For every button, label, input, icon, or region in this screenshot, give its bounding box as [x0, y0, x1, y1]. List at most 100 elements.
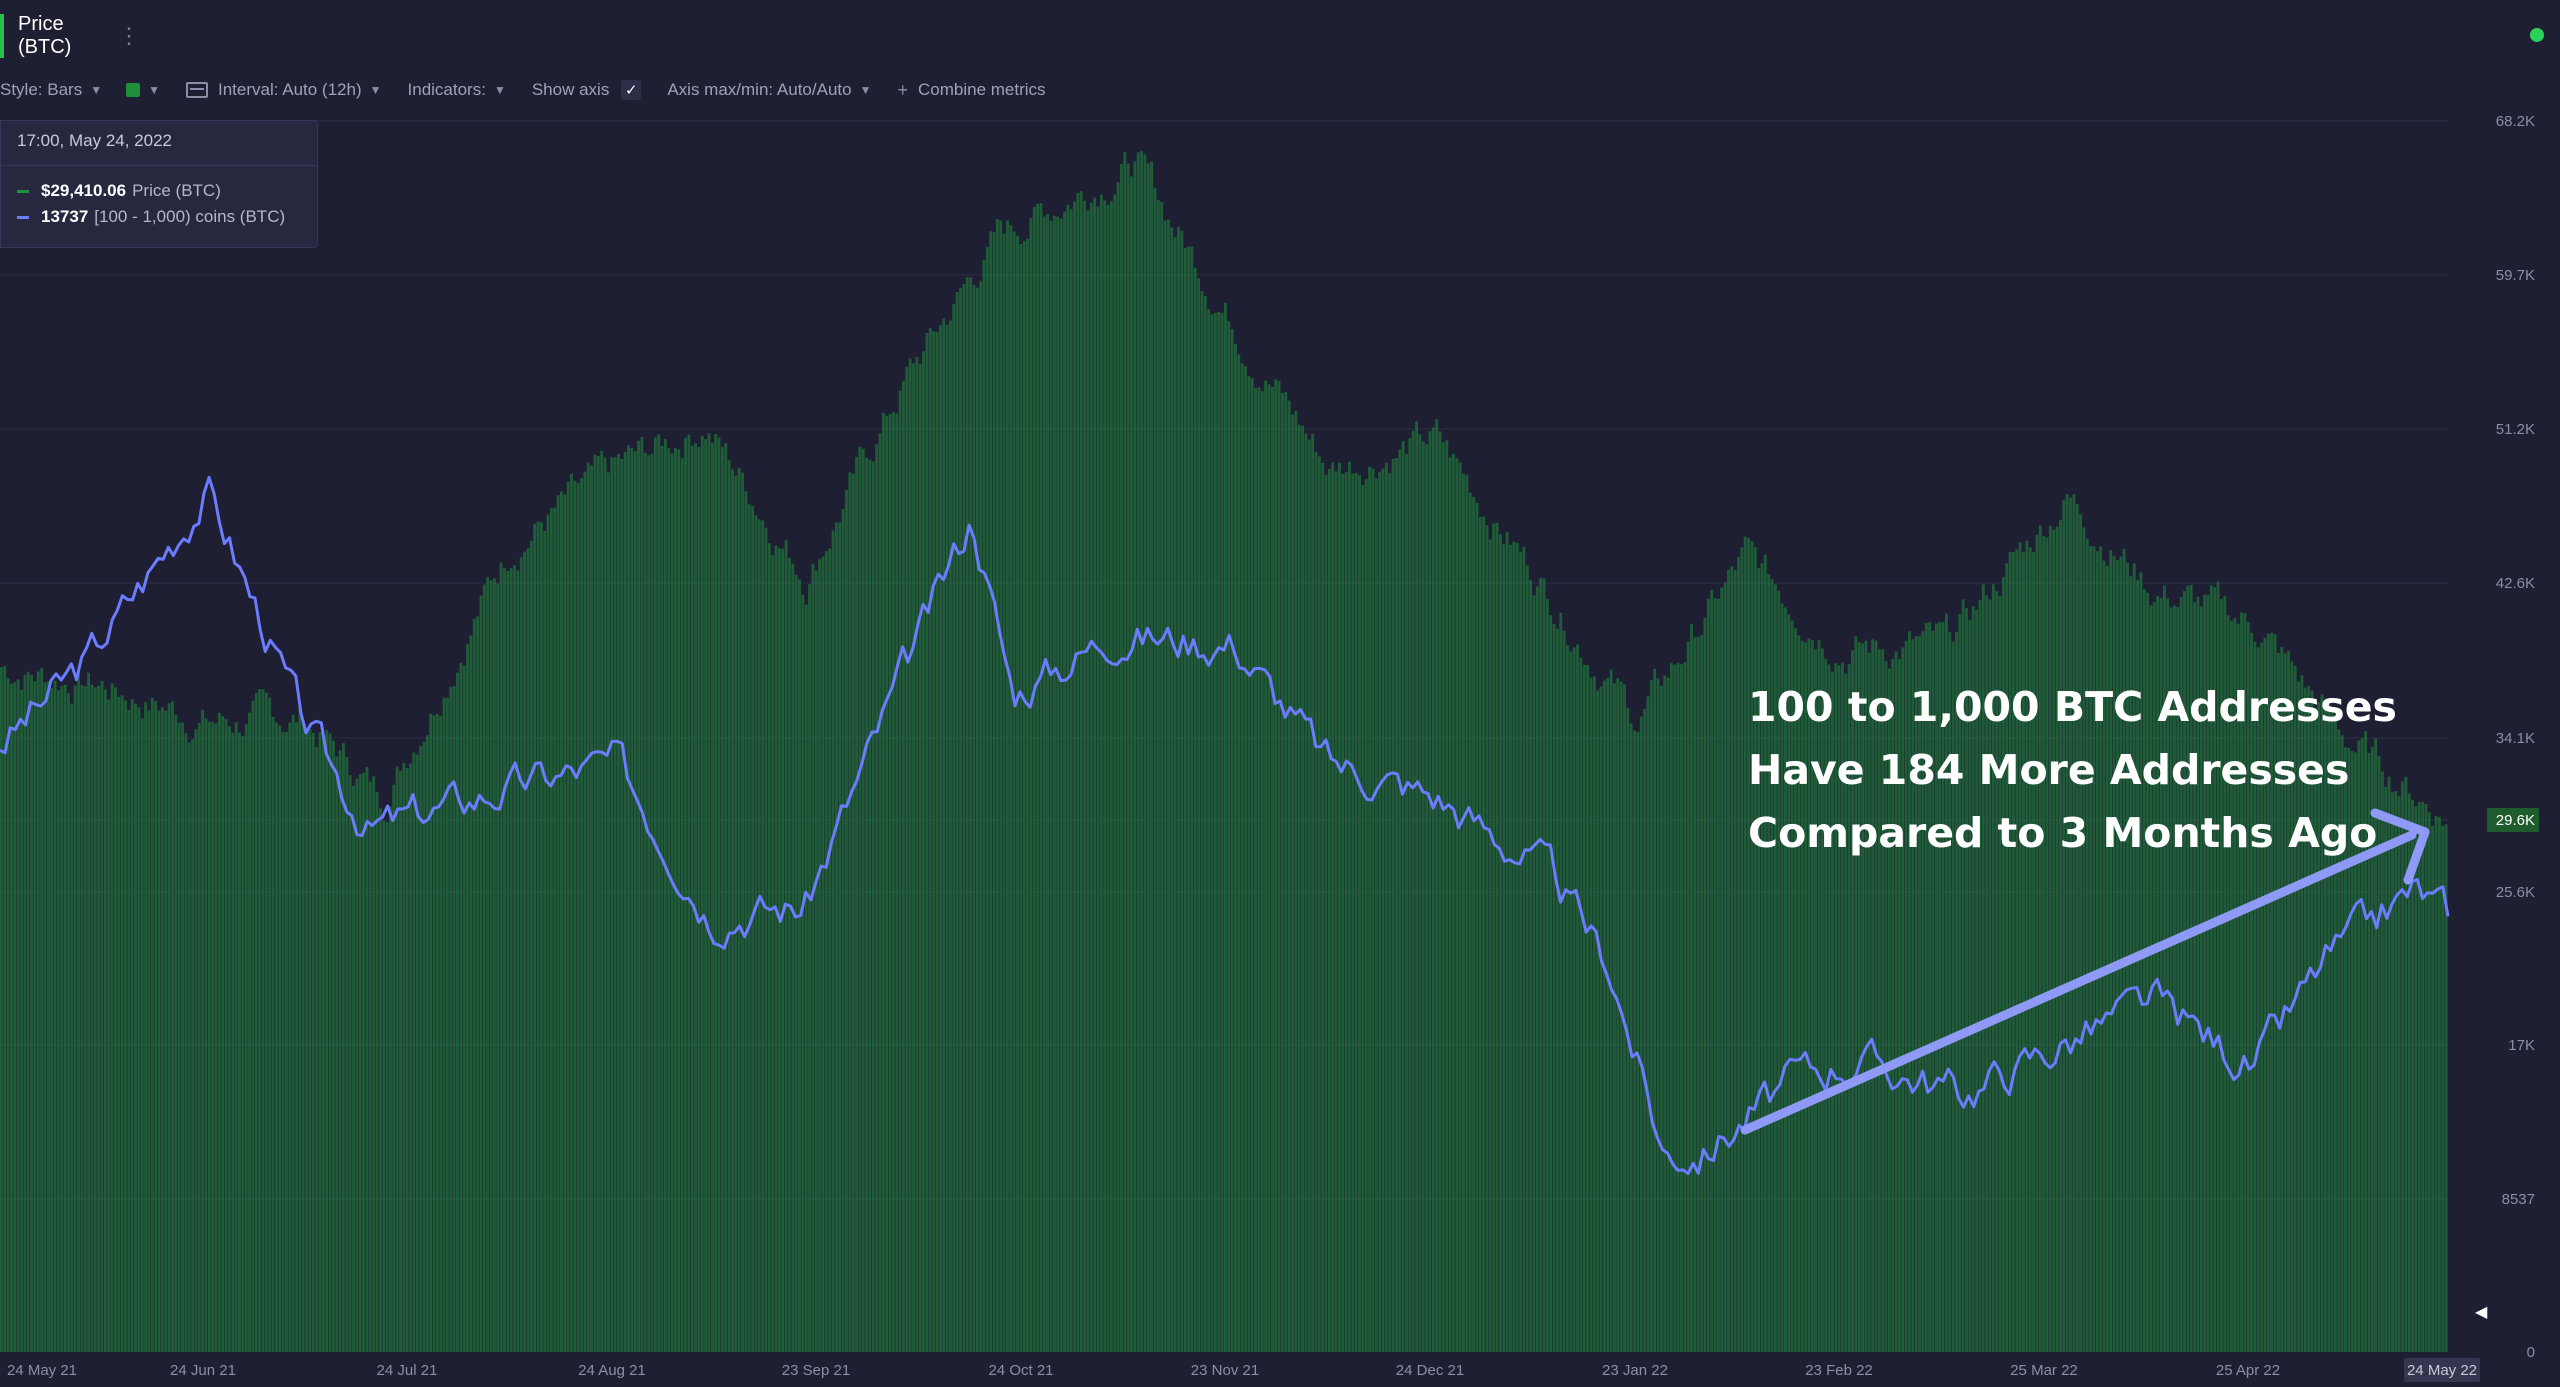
price-bar	[1254, 387, 1258, 1352]
price-bar	[496, 583, 500, 1352]
price-bar	[2310, 690, 2314, 1352]
price-bar	[985, 247, 989, 1352]
price-bar	[1841, 662, 1844, 1352]
price-bar	[331, 740, 335, 1352]
price-bar	[1455, 458, 1459, 1352]
price-bar	[2199, 606, 2203, 1352]
price-bar	[2012, 552, 2015, 1352]
axis-minmax-dropdown[interactable]: Axis max/min: Auto/Auto ▼	[667, 80, 871, 100]
price-bar	[1894, 651, 1898, 1352]
price-bar	[2327, 701, 2331, 1352]
price-bar	[268, 697, 272, 1352]
indicators-dropdown[interactable]: Indicators: ▼	[408, 80, 506, 100]
price-bar	[2179, 597, 2183, 1352]
price-bar	[211, 721, 215, 1352]
price-bar	[989, 231, 993, 1352]
price-bar	[1857, 642, 1861, 1352]
price-bar	[1659, 685, 1663, 1352]
color-dropdown[interactable]: ▼	[102, 83, 160, 97]
price-bar	[97, 685, 101, 1352]
x-tick-label: 25 Mar 22	[2010, 1362, 2078, 1379]
price-bar	[2042, 536, 2046, 1352]
price-bar	[1056, 216, 1060, 1353]
price-bar	[1529, 579, 1533, 1352]
price-bar	[224, 719, 228, 1352]
price-bar	[539, 522, 543, 1352]
metric-tab[interactable]: Price (BTC) ⋮	[0, 13, 140, 58]
price-bar	[389, 806, 392, 1352]
price-bar	[1190, 246, 1194, 1352]
price-bar	[680, 458, 684, 1352]
price-bar	[80, 685, 84, 1352]
interval-dropdown[interactable]: Interval: Auto (12h) ▼	[160, 80, 382, 100]
chevron-down-icon: ▼	[493, 83, 506, 97]
price-bar	[422, 741, 426, 1352]
price-bar	[1770, 579, 1774, 1352]
price-bar	[2256, 647, 2260, 1352]
price-bar	[1207, 309, 1211, 1353]
price-bar	[710, 442, 714, 1352]
price-bar	[2337, 729, 2341, 1352]
x-tick-label: 24 May 22	[2407, 1362, 2477, 1379]
price-bar	[720, 447, 724, 1353]
price-bar	[2075, 504, 2079, 1353]
price-bar	[439, 715, 443, 1352]
price-bar	[1069, 209, 1073, 1352]
checkmark-icon[interactable]: ✓	[621, 80, 642, 100]
price-bar	[670, 453, 674, 1353]
price-bar	[764, 527, 768, 1352]
price-bar	[1079, 191, 1083, 1353]
price-bar	[704, 439, 708, 1353]
price-bar	[898, 390, 902, 1352]
price-bar	[2377, 756, 2381, 1352]
price-bar	[2384, 786, 2388, 1352]
collapse-arrow-icon[interactable]: ◀	[2475, 1304, 2488, 1321]
price-bar	[2209, 585, 2213, 1352]
price-bar	[995, 219, 999, 1353]
style-label: Style: Bars	[0, 80, 83, 99]
price-bar	[1794, 628, 1797, 1352]
price-bar	[2233, 618, 2237, 1352]
price-bar	[2397, 796, 2401, 1352]
price-bar	[409, 763, 412, 1352]
price-bar	[1371, 468, 1375, 1353]
price-bar	[103, 689, 107, 1352]
price-bar	[962, 284, 966, 1352]
price-bar	[412, 752, 416, 1352]
price-bar	[1673, 664, 1677, 1352]
price-bar	[1824, 658, 1828, 1352]
price-bar	[2146, 592, 2150, 1352]
price-bar	[46, 681, 50, 1352]
price-bar	[2407, 793, 2411, 1352]
price-bar	[20, 689, 23, 1352]
show-axis-toggle[interactable]: Show axis ✓	[532, 80, 642, 100]
price-bars	[0, 151, 2448, 1353]
style-dropdown[interactable]: Style: Bars ▼	[0, 80, 102, 100]
y-tick-label: 17K	[2508, 1037, 2535, 1054]
price-bar	[2166, 598, 2170, 1352]
price-bar	[87, 672, 91, 1352]
vertical-dots-icon[interactable]: ⋮	[118, 23, 140, 48]
price-bar	[2038, 525, 2042, 1352]
price-bar	[2189, 585, 2193, 1352]
price-bar	[2139, 572, 2143, 1352]
price-bar	[590, 465, 594, 1353]
price-bar	[1435, 419, 1439, 1352]
price-bar	[1727, 569, 1730, 1352]
price-bar	[1116, 182, 1120, 1353]
price-bar	[945, 324, 949, 1352]
x-tick-label: 23 Feb 22	[1805, 1362, 1873, 1379]
price-bar	[771, 555, 775, 1352]
price-bar	[875, 444, 879, 1352]
price-bar	[1374, 478, 1378, 1352]
combine-metrics-button[interactable]: + Combine metrics	[871, 80, 1045, 101]
price-bar	[851, 473, 855, 1352]
price-bar	[472, 618, 476, 1352]
price-bar	[606, 472, 610, 1352]
price-bar	[449, 687, 453, 1352]
price-bar	[1488, 539, 1492, 1352]
price-bar	[741, 472, 744, 1353]
interval-label: Interval: Auto (12h)	[217, 80, 362, 99]
price-bar	[1230, 328, 1234, 1352]
